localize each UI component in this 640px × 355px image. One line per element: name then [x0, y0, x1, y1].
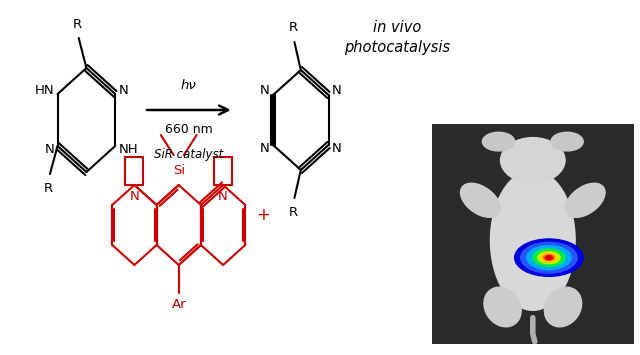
- Ellipse shape: [565, 183, 605, 217]
- Ellipse shape: [541, 253, 557, 262]
- Text: in vivo
photocatalysis: in vivo photocatalysis: [344, 20, 450, 55]
- Text: hν: hν: [181, 79, 196, 92]
- Ellipse shape: [500, 138, 565, 183]
- Text: HN: HN: [35, 83, 54, 97]
- Ellipse shape: [544, 255, 554, 260]
- Ellipse shape: [545, 287, 582, 327]
- Text: R: R: [73, 18, 82, 31]
- Text: N: N: [218, 190, 228, 203]
- Text: R: R: [289, 21, 298, 34]
- Ellipse shape: [538, 252, 560, 264]
- Ellipse shape: [551, 132, 583, 151]
- Ellipse shape: [484, 287, 521, 327]
- Text: 660 nm: 660 nm: [165, 123, 212, 136]
- Text: +: +: [256, 206, 269, 224]
- Text: Si: Si: [173, 164, 185, 177]
- Ellipse shape: [532, 249, 565, 266]
- Ellipse shape: [461, 183, 500, 217]
- Text: SiR catalyst: SiR catalyst: [154, 148, 223, 161]
- Text: Ar: Ar: [172, 298, 186, 311]
- Text: N: N: [118, 83, 128, 97]
- Text: N: N: [332, 84, 342, 98]
- Text: N: N: [129, 190, 140, 203]
- Ellipse shape: [515, 239, 583, 276]
- Ellipse shape: [490, 170, 575, 310]
- Text: N: N: [260, 142, 270, 155]
- Text: N: N: [45, 143, 54, 157]
- Text: N: N: [332, 142, 342, 155]
- Text: N: N: [260, 84, 270, 98]
- Text: NH: NH: [118, 143, 138, 157]
- Text: R: R: [44, 182, 53, 195]
- Ellipse shape: [483, 132, 515, 151]
- Text: R: R: [289, 206, 298, 219]
- Ellipse shape: [546, 256, 552, 260]
- Ellipse shape: [527, 246, 571, 270]
- Ellipse shape: [521, 242, 577, 273]
